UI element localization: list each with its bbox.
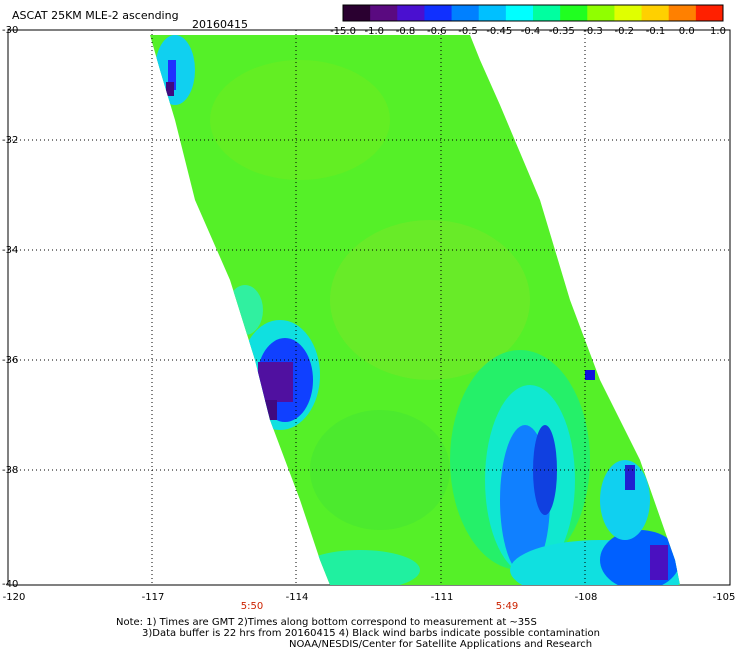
time-label: 5:49 — [495, 601, 519, 612]
note-line-3: NOAA/NESDIS/Center for Satellite Applica… — [289, 639, 593, 650]
lat-label: -36 — [2, 355, 19, 366]
colorbar-tick-label: 0.0 — [678, 26, 695, 37]
colorbar-tick-label: 1.0 — [710, 26, 726, 37]
lat-label: -38 — [2, 465, 19, 476]
lat-label: -40 — [2, 579, 19, 590]
lon-label: -117 — [141, 592, 165, 603]
colorbar-tick-label: -0.2 — [614, 26, 635, 37]
colorbar-tick-label: -0.5 — [458, 26, 478, 37]
lat-label: -32 — [2, 135, 19, 146]
colorbar-swatch — [478, 5, 507, 21]
map-date: 20160415 — [192, 18, 248, 31]
colorbar-swatch — [533, 5, 561, 21]
colorbar-swatch — [397, 5, 425, 21]
graticule — [8, 30, 730, 585]
time-label: 5:50 — [240, 601, 264, 612]
colorbar-swatch — [451, 5, 480, 21]
colorbar-swatch — [641, 5, 670, 21]
colorbar-tick-label: -0.6 — [426, 26, 447, 37]
lat-label: -34 — [2, 245, 19, 256]
colorbar-tick-label: -0.35 — [548, 26, 575, 37]
colorbar-swatch — [343, 5, 371, 21]
colorbar-tick-label: -0.45 — [486, 26, 513, 37]
lat-label: -30 — [2, 25, 19, 36]
map-title: ASCAT 25KM MLE-2 ascending — [12, 9, 179, 22]
colorbar-tick-label: -0.1 — [645, 26, 666, 37]
lon-label: -105 — [712, 592, 736, 603]
colorbar-tick-label: -0.8 — [395, 26, 416, 37]
colorbar-swatch — [560, 5, 588, 21]
colorbar-tick-label: -1.0 — [364, 26, 385, 37]
lon-label: -111 — [430, 592, 454, 603]
colorbar-tick-label: -0.3 — [583, 26, 603, 37]
colorbar-tick-label: -15.0 — [330, 26, 356, 37]
colorbar-tick-label: -0.4 — [520, 26, 541, 37]
lon-label: -120 — [2, 592, 26, 603]
lon-label: -108 — [574, 592, 598, 603]
colorbar-swatch — [614, 5, 643, 21]
colorbar — [342, 4, 724, 22]
lon-label: -114 — [285, 592, 309, 603]
colorbar-swatch — [424, 5, 453, 21]
colorbar-swatch — [587, 5, 615, 21]
colorbar-border — [342, 4, 724, 22]
note-line-1: Note: 1) Times are GMT 2)Times along bot… — [116, 617, 537, 628]
colorbar-swatch — [370, 5, 398, 21]
colorbar-swatch — [668, 5, 697, 21]
colorbar-swatch — [505, 5, 534, 21]
colorbar-swatch — [695, 5, 724, 21]
note-line-2: 3)Data buffer is 22 hrs from 20160415 4)… — [142, 628, 600, 639]
